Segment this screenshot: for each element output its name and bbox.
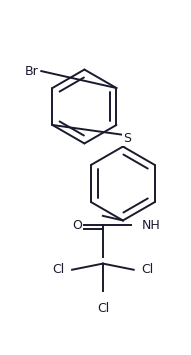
Text: O: O	[72, 219, 82, 231]
Text: Cl: Cl	[141, 263, 154, 276]
Text: NH: NH	[141, 219, 160, 231]
Text: Br: Br	[24, 65, 38, 78]
Text: Cl: Cl	[97, 302, 109, 315]
Text: S: S	[124, 132, 132, 144]
Text: Cl: Cl	[52, 263, 64, 276]
